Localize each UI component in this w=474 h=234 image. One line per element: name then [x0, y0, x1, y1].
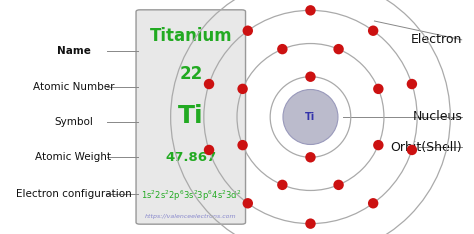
Text: https://valenceelectrons.com: https://valenceelectrons.com [145, 214, 237, 219]
Text: Orbit(Shell): Orbit(Shell) [391, 141, 462, 154]
Ellipse shape [305, 72, 316, 82]
Ellipse shape [407, 79, 417, 89]
Text: Atomic Number: Atomic Number [33, 82, 114, 91]
Text: Titanium: Titanium [149, 27, 232, 45]
Text: Electron: Electron [411, 33, 462, 46]
Text: Atomic Weight: Atomic Weight [36, 152, 111, 162]
Ellipse shape [243, 198, 253, 208]
Ellipse shape [305, 5, 316, 16]
Ellipse shape [204, 79, 214, 89]
Text: Ti: Ti [178, 104, 204, 128]
Ellipse shape [237, 84, 248, 94]
Ellipse shape [373, 140, 383, 150]
Ellipse shape [368, 26, 378, 36]
Text: Name: Name [56, 47, 91, 56]
Ellipse shape [277, 180, 288, 190]
Ellipse shape [407, 145, 417, 155]
Text: 47.867: 47.867 [165, 151, 216, 165]
Ellipse shape [204, 145, 214, 155]
Ellipse shape [237, 140, 248, 150]
Text: Electron configuration: Electron configuration [16, 189, 131, 199]
Ellipse shape [305, 218, 316, 229]
Text: Symbol: Symbol [54, 117, 93, 127]
FancyBboxPatch shape [136, 10, 246, 224]
Ellipse shape [243, 26, 253, 36]
Ellipse shape [333, 180, 344, 190]
Ellipse shape [368, 198, 378, 208]
Ellipse shape [305, 152, 316, 162]
Text: 22: 22 [179, 65, 202, 83]
Text: $\mathregular{1s^{2}2s^{2}2p^{6}3s^{2}3p^{6}4s^{2}3d^{2}}$: $\mathregular{1s^{2}2s^{2}2p^{6}3s^{2}3p… [141, 188, 241, 203]
Ellipse shape [373, 84, 383, 94]
Text: Ti: Ti [305, 112, 316, 122]
Ellipse shape [277, 44, 288, 54]
Text: Nucleus: Nucleus [412, 110, 462, 124]
Ellipse shape [283, 90, 338, 144]
Ellipse shape [333, 44, 344, 54]
